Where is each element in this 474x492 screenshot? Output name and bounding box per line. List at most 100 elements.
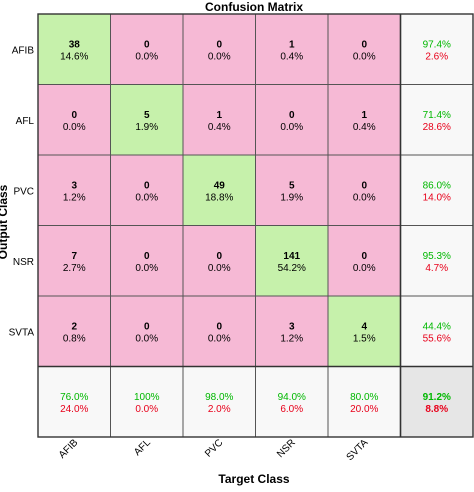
cell-percent: 0.0%: [135, 263, 158, 274]
cell-percent: 1.5%: [353, 333, 376, 344]
cell-count: 1: [289, 39, 295, 50]
cell-percent: 0.4%: [353, 122, 376, 133]
cell-percent: 1.2%: [280, 333, 303, 344]
cell-percent: 0.0%: [135, 51, 158, 62]
row-summary-correct: 86.0%: [423, 180, 451, 191]
col-summary-correct: 94.0%: [278, 392, 306, 403]
cell-count: 4: [361, 321, 367, 332]
row-summary-cell-bg: [400, 154, 474, 226]
row-summary-correct: 97.4%: [423, 39, 451, 50]
row-tick-label: AFIB: [12, 45, 35, 56]
matrix-border: [37, 13, 474, 438]
cell-count: 49: [214, 180, 226, 191]
row-summary-wrong: 4.7%: [425, 263, 448, 274]
cell-count: 0: [361, 39, 367, 50]
cell-count: 5: [289, 180, 295, 191]
col-tick-label: AFL: [132, 437, 153, 458]
cell-percent: 14.6%: [60, 51, 88, 62]
col-summary-wrong: 6.0%: [280, 404, 303, 415]
chart-title: Confusion Matrix: [205, 0, 303, 14]
cell-count: 141: [283, 251, 300, 262]
col-tick-label: SVTA: [345, 437, 371, 463]
cell-count: 0: [361, 180, 367, 191]
matrix-cell-bg: [255, 13, 329, 85]
cell-percent: 0.0%: [135, 333, 158, 344]
row-summary-correct: 95.3%: [423, 251, 451, 262]
col-summary-wrong: 24.0%: [60, 404, 88, 415]
col-tick-label: NSR: [275, 437, 298, 460]
matrix-cell-bg: [255, 225, 329, 297]
matrix-cell-bg: [110, 295, 184, 367]
overall-wrong: 8.8%: [425, 404, 448, 415]
col-summary-cell-bg: [327, 366, 401, 438]
row-summary-wrong: 55.6%: [423, 333, 451, 344]
matrix-cell-bg: [37, 13, 111, 85]
cell-count: 7: [71, 251, 77, 262]
cell-count: 0: [71, 110, 77, 121]
overall-correct: 91.2%: [423, 392, 451, 403]
cell-percent: 2.7%: [63, 263, 86, 274]
row-tick-label: PVC: [13, 186, 34, 197]
cell-count: 0: [144, 39, 150, 50]
cell-count: 0: [144, 251, 150, 262]
cell-percent: 0.0%: [353, 192, 376, 203]
cell-percent: 0.0%: [135, 192, 158, 203]
matrix-cell-bg: [37, 84, 111, 156]
cell-count: 1: [361, 110, 367, 121]
col-summary-correct: 100%: [134, 392, 160, 403]
cell-percent: 0.8%: [63, 333, 86, 344]
row-tick-label: AFL: [16, 116, 35, 127]
col-summary-wrong: 20.0%: [350, 404, 378, 415]
col-summary-wrong: 2.0%: [208, 404, 231, 415]
cell-count: 3: [71, 180, 77, 191]
cell-count: 5: [144, 110, 150, 121]
cell-count: 0: [216, 321, 222, 332]
y-axis-label: Output Class: [0, 184, 10, 259]
cell-percent: 1.9%: [280, 192, 303, 203]
matrix-cell-bg: [182, 295, 256, 367]
cell-count: 0: [289, 110, 295, 121]
cell-percent: 0.0%: [353, 263, 376, 274]
cell-percent: 0.0%: [63, 122, 86, 133]
col-summary-wrong: 0.0%: [135, 404, 158, 415]
cell-count: 0: [361, 251, 367, 262]
cell-count: 0: [216, 39, 222, 50]
row-tick-label: SVTA: [9, 327, 35, 338]
overall-cell-bg: [400, 366, 474, 438]
row-summary-wrong: 14.0%: [423, 192, 451, 203]
col-summary-correct: 80.0%: [350, 392, 378, 403]
matrix-cell-bg: [182, 225, 256, 297]
cell-count: 1: [216, 110, 222, 121]
cell-percent: 0.4%: [208, 122, 231, 133]
cell-percent: 0.0%: [208, 263, 231, 274]
matrix-cell-bg: [327, 295, 401, 367]
cell-percent: 0.4%: [280, 51, 303, 62]
cell-percent: 1.2%: [63, 192, 86, 203]
cell-count: 0: [144, 180, 150, 191]
cell-count: 0: [144, 321, 150, 332]
row-summary-wrong: 28.6%: [423, 122, 451, 133]
cell-percent: 18.8%: [205, 192, 233, 203]
col-tick-label: AFIB: [57, 437, 81, 461]
row-summary-correct: 71.4%: [423, 110, 451, 121]
row-summary-correct: 44.4%: [423, 321, 451, 332]
cell-count: 38: [69, 39, 81, 50]
cell-percent: 0.0%: [208, 333, 231, 344]
matrix-cell-bg: [110, 154, 184, 226]
cell-count: 3: [289, 321, 295, 332]
matrix-cell-bg: [110, 225, 184, 297]
cell-percent: 0.0%: [208, 51, 231, 62]
cell-count: 2: [71, 321, 77, 332]
matrix-cell-bg: [182, 84, 256, 156]
matrix-cell-bg: [327, 225, 401, 297]
cell-percent: 1.9%: [135, 122, 158, 133]
cell-percent: 54.2%: [278, 263, 306, 274]
row-summary-wrong: 2.6%: [425, 51, 448, 62]
cell-percent: 0.0%: [280, 122, 303, 133]
matrix-cell-bg: [110, 13, 184, 85]
matrix-cell-bg: [255, 154, 329, 226]
cell-percent: 0.0%: [353, 51, 376, 62]
col-tick-label: PVC: [203, 437, 225, 459]
